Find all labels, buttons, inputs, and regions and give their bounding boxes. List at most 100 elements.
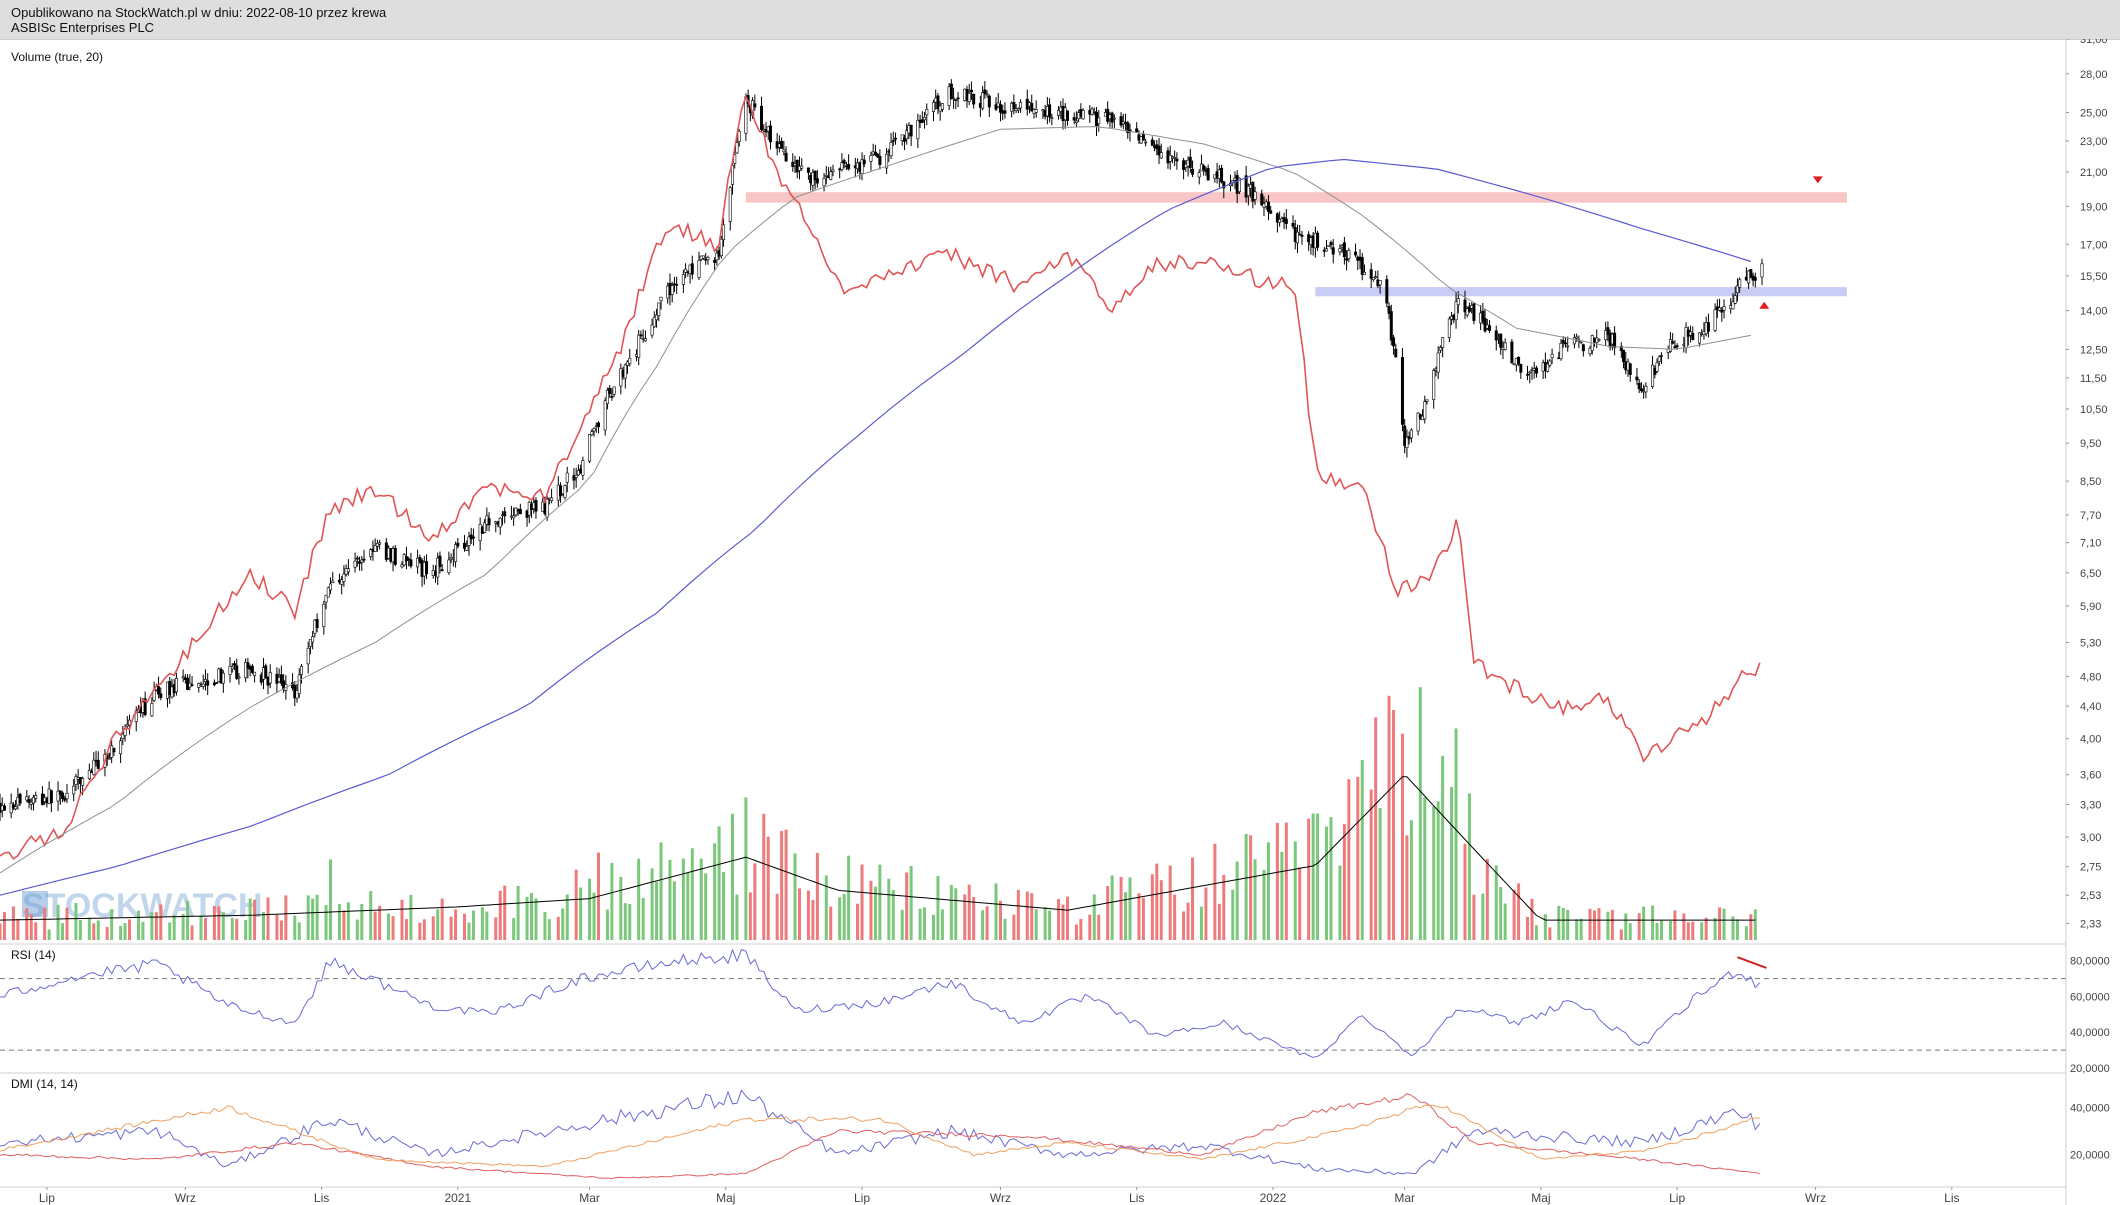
price-tick-label: 12,50	[2080, 344, 2108, 356]
volume-bar	[1061, 904, 1065, 940]
volume-bar	[704, 873, 708, 940]
volume-bar	[1110, 875, 1114, 940]
volume-bar	[900, 909, 904, 940]
candle-body	[760, 105, 764, 131]
volume-bar	[203, 917, 207, 940]
volume-bar	[1467, 793, 1471, 940]
volume-bar	[1155, 863, 1159, 940]
volume-bar	[815, 852, 819, 940]
candle-body	[559, 485, 563, 497]
candle-body	[1253, 191, 1257, 200]
candle-body	[1472, 303, 1476, 321]
candle-body	[1202, 165, 1206, 170]
candle-body	[246, 662, 250, 669]
candle-body	[1338, 248, 1342, 253]
volume-bar	[1722, 908, 1726, 940]
volume-bar	[824, 875, 828, 940]
candle-body	[697, 260, 701, 278]
candle-body	[1579, 341, 1583, 343]
candle-body	[512, 515, 516, 519]
volume-bar	[641, 897, 645, 940]
volume-bar	[735, 894, 739, 940]
volume-bar	[686, 872, 690, 940]
candle-body	[125, 724, 129, 727]
price-tick-label: 4,80	[2080, 671, 2101, 683]
volume-bar	[530, 893, 534, 940]
time-tick-label: Maj	[716, 1191, 735, 1205]
candle-body	[61, 792, 65, 799]
candle-body	[768, 125, 772, 143]
volume-bar	[329, 859, 333, 940]
volume-bar	[713, 843, 717, 940]
volume-bar	[391, 916, 395, 940]
candle-body	[824, 175, 828, 177]
candle-body	[722, 224, 726, 240]
volume-bar	[1753, 909, 1757, 940]
volume-bar	[1517, 883, 1521, 940]
candle-body	[355, 557, 359, 560]
candle-body	[701, 255, 705, 259]
volume-bar	[1423, 797, 1427, 940]
candle-body	[675, 283, 679, 286]
candle-body	[1481, 310, 1485, 322]
volume-bar	[1043, 906, 1047, 940]
candle-body	[800, 165, 804, 169]
candle-body	[81, 778, 85, 786]
rsi-tick-label: 20,0000	[2070, 1063, 2110, 1075]
volume-bar	[1463, 843, 1467, 940]
volume-bar	[1173, 894, 1177, 940]
volume-bar	[574, 869, 578, 940]
rsi-tick-label: 60,0000	[2070, 991, 2110, 1003]
candle-body	[1517, 356, 1521, 365]
candle-body	[1575, 336, 1579, 339]
candle-body	[1657, 356, 1661, 362]
candle-body	[1360, 257, 1364, 275]
candle-body	[891, 140, 895, 142]
volume-bar	[172, 915, 176, 940]
volume-bar	[1660, 919, 1664, 940]
candle-body	[1528, 371, 1532, 374]
candle-body	[1637, 382, 1641, 390]
candle-body	[235, 665, 239, 679]
candle-body	[1733, 295, 1737, 304]
candle-body	[438, 555, 442, 568]
volume-bar	[1342, 824, 1346, 940]
volume-bar	[324, 905, 328, 940]
volume-bar	[931, 914, 935, 940]
candle-body	[1635, 376, 1639, 381]
candle-body	[297, 674, 301, 694]
time-tick-label: Lip	[39, 1191, 55, 1205]
volume-bar	[65, 907, 69, 940]
volume-bar	[1668, 921, 1672, 940]
candle-body	[31, 797, 35, 804]
candle-body	[610, 396, 614, 398]
volume-bar	[972, 897, 976, 940]
volume-bar	[1329, 817, 1333, 940]
candle-body	[1112, 117, 1116, 120]
candle-body	[1188, 156, 1192, 168]
candle-body	[1003, 110, 1007, 114]
candle-body	[1655, 362, 1659, 372]
candle-body	[299, 665, 303, 675]
candle-body	[1295, 231, 1299, 244]
volume-bar	[87, 917, 91, 940]
candle-body	[840, 162, 844, 170]
volume-bar	[1307, 818, 1311, 940]
volume-bar	[1347, 779, 1351, 940]
volume-bar	[1298, 867, 1302, 940]
dmi-minus-line	[0, 1093, 1760, 1180]
candle-body	[719, 238, 723, 257]
candle-body	[813, 170, 817, 181]
candle-body	[1157, 145, 1161, 156]
volume-bar	[306, 895, 310, 940]
candle-body	[1030, 103, 1034, 112]
volume-bar	[355, 919, 359, 940]
volume-bar	[1503, 903, 1507, 940]
volume-bar	[543, 911, 547, 940]
price-panel-title: Volume (true, 20)	[11, 50, 103, 64]
volume-bar	[1534, 925, 1538, 940]
volume-bar	[637, 858, 641, 940]
candle-body	[1622, 349, 1626, 362]
candle-body	[956, 97, 960, 100]
candle-body	[652, 317, 656, 328]
